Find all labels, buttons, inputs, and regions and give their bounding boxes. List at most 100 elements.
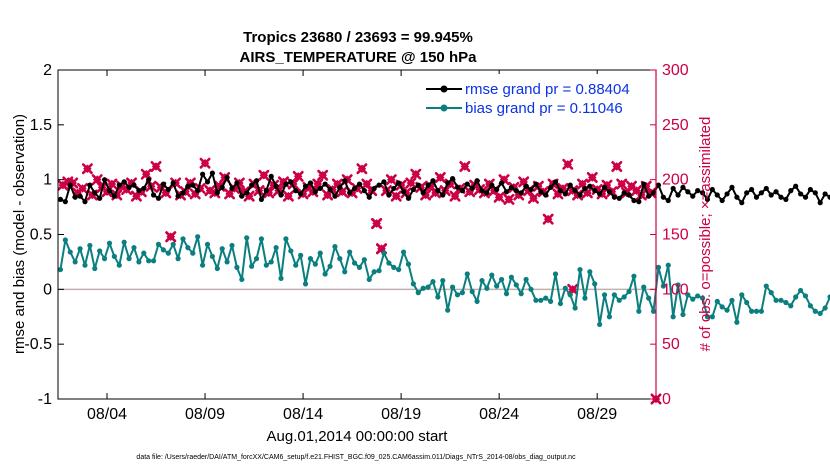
rmse-point <box>106 188 113 194</box>
y-right-tick-label: 250 <box>662 117 689 134</box>
obs-marker <box>91 174 103 186</box>
bias-point <box>528 286 534 292</box>
bias-point <box>302 281 309 287</box>
bias-point <box>82 262 88 268</box>
rmse-point <box>587 183 593 189</box>
bias-point <box>543 295 549 301</box>
rmse-point <box>92 190 98 196</box>
bias-point <box>386 260 392 266</box>
y-left-tick-label: 1.5 <box>30 117 52 134</box>
obs-marker <box>317 169 329 181</box>
rmse-line <box>60 172 830 204</box>
bias-point <box>670 314 676 320</box>
bias-point <box>518 291 524 297</box>
obs-marker <box>258 169 270 181</box>
rmse-point <box>479 188 485 194</box>
rmse-point <box>234 180 240 186</box>
bias-point <box>641 284 647 290</box>
bias-point <box>494 283 500 289</box>
bias-point <box>704 314 711 320</box>
bias-point <box>337 256 343 262</box>
rmse-point <box>435 188 441 194</box>
obs-marker <box>165 231 177 243</box>
bias-point <box>332 243 338 250</box>
rmse-point <box>449 175 456 182</box>
bias-point <box>503 291 510 297</box>
obs-marker-core <box>200 158 210 168</box>
y-axis-right-label: # of obs: o=possible; ×=assimilated <box>697 117 714 352</box>
rmse-point <box>582 185 588 192</box>
bias-point <box>680 311 686 318</box>
rmse-point <box>195 188 201 194</box>
bias-point <box>204 241 211 247</box>
rmse-point <box>356 181 363 187</box>
bias-point <box>601 292 608 298</box>
rmse-point <box>445 180 451 186</box>
bias-point <box>548 298 554 304</box>
bias-point <box>322 271 328 277</box>
rmse-point <box>748 186 755 193</box>
bias-point <box>709 314 715 320</box>
rmse-point <box>758 190 764 196</box>
obs-marker <box>140 168 152 180</box>
bias-point <box>268 259 274 265</box>
rmse-point <box>685 189 691 195</box>
obs-marker-core <box>151 162 161 171</box>
rmse-point <box>322 181 328 187</box>
rmse-point <box>631 197 637 204</box>
rmse-point <box>425 182 431 188</box>
bias-point <box>621 294 627 300</box>
bias-point <box>435 294 441 300</box>
obs-marker-core <box>406 178 416 188</box>
bias-point <box>636 308 642 314</box>
bias-point <box>763 283 769 289</box>
bias-point <box>62 237 68 243</box>
rmse-point <box>244 190 250 196</box>
obs-marker <box>586 171 598 183</box>
bias-point <box>616 297 622 303</box>
x-axis-label: Aug.01,2014 00:00:00 start <box>267 428 449 445</box>
series-layer <box>57 170 830 328</box>
bias-point <box>160 247 166 253</box>
obs-marker-core <box>450 191 460 201</box>
rmse-point <box>126 184 132 190</box>
rmse-point <box>97 195 103 201</box>
rmse-point <box>141 185 147 192</box>
obs-marker-core <box>411 169 421 179</box>
obs-marker <box>503 193 515 205</box>
bias-point <box>626 288 632 295</box>
rmse-point <box>660 194 666 200</box>
obs-marker <box>371 218 383 230</box>
bias-point <box>175 256 181 262</box>
rmse-point <box>160 181 166 187</box>
right-axis: 0 50 100 150 200 250 300 <box>650 62 689 408</box>
obs-marker <box>77 182 89 194</box>
obs-marker-core <box>387 175 396 184</box>
x-tick-label: 08/09 <box>185 406 225 423</box>
rmse-point <box>611 194 617 200</box>
bias-point <box>744 299 750 306</box>
rmse-point <box>150 192 157 198</box>
bias-point <box>87 242 93 249</box>
bias-point <box>508 274 515 280</box>
y-axis-left-label: rmse and bias (model - observation) <box>11 114 28 354</box>
bias-point <box>646 295 652 301</box>
bias-point <box>141 250 147 256</box>
rmse-point <box>768 192 774 198</box>
y-left-tick-label: 0 <box>43 281 52 298</box>
bias-point <box>258 236 265 242</box>
obs-marker-core <box>460 162 470 171</box>
bias-point <box>307 256 314 262</box>
obs-marker-core <box>166 232 175 241</box>
rmse-point <box>567 182 573 188</box>
rmse-point <box>719 197 725 204</box>
rmse-point <box>146 177 152 183</box>
plot-area <box>58 70 656 399</box>
bias-point <box>498 276 505 283</box>
rmse-point <box>239 193 245 199</box>
bias-point <box>72 259 78 265</box>
bias-point <box>361 257 367 263</box>
rmse-point <box>405 195 412 201</box>
bias-point <box>753 308 760 314</box>
